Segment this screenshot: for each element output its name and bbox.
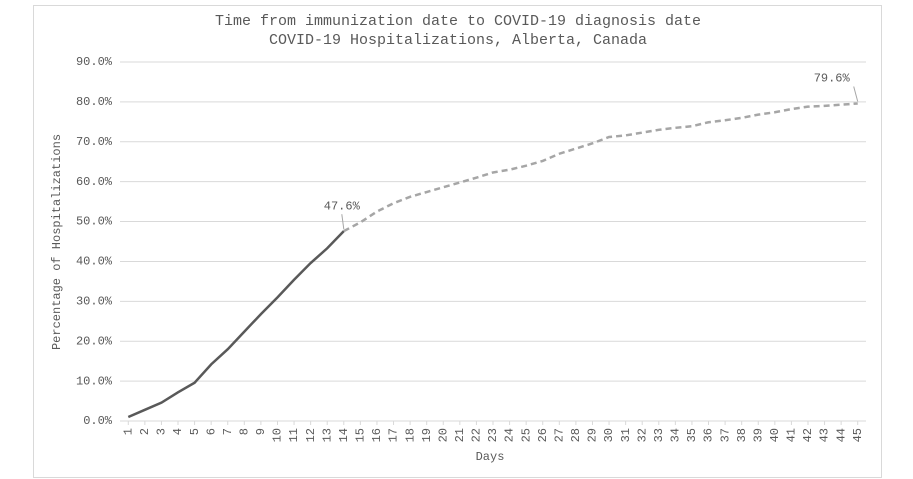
- x-tick-label: 40: [768, 428, 782, 442]
- x-tick-label: 1: [121, 428, 135, 435]
- y-tick-label: 60.0%: [76, 175, 113, 189]
- leader-line: [853, 86, 859, 102]
- x-tick-label: 22: [470, 428, 484, 442]
- x-tick-label: 31: [619, 428, 633, 442]
- x-tick-label: 5: [188, 428, 202, 435]
- chart-title: Time from immunization date to COVID-19 …: [215, 13, 701, 30]
- x-tick-label: 12: [304, 428, 318, 442]
- x-tick-label: 38: [735, 428, 749, 442]
- x-tick-label: 15: [354, 428, 368, 442]
- chart-subtitle: COVID-19 Hospitalizations, Alberta, Cana…: [269, 32, 647, 49]
- x-tick-label: 28: [569, 428, 583, 442]
- x-tick-label: 11: [287, 428, 301, 442]
- x-tick-label: 2: [138, 428, 152, 435]
- x-tick-label: 25: [519, 428, 533, 442]
- x-tick-label: 18: [403, 428, 417, 442]
- x-tick-label: 13: [320, 428, 334, 442]
- x-tick-label: 3: [155, 428, 169, 435]
- x-tick-label: 6: [204, 428, 218, 435]
- y-tick-label: 10.0%: [76, 374, 113, 388]
- x-tick-label: 7: [221, 428, 235, 435]
- x-tick-label: 16: [370, 428, 384, 442]
- x-tick-label: 26: [536, 428, 550, 442]
- chart-border: [33, 5, 882, 478]
- x-tick-label: 4: [171, 428, 185, 435]
- x-tick-label: 29: [586, 428, 600, 442]
- x-tick-label: 10: [271, 428, 285, 442]
- x-tick-label: 17: [387, 428, 401, 442]
- x-tick-label: 14: [337, 428, 351, 442]
- x-tick-label: 27: [552, 428, 566, 442]
- leader-line: [341, 214, 345, 230]
- x-tick-label: 42: [801, 428, 815, 442]
- x-tick-label: 21: [453, 428, 467, 442]
- x-tick-label: 19: [420, 428, 434, 442]
- y-tick-label: 30.0%: [76, 295, 113, 309]
- x-tick-label: 23: [486, 428, 500, 442]
- x-tick-label: 9: [254, 428, 268, 435]
- x-tick-label: 30: [602, 428, 616, 442]
- x-tick-label: 39: [751, 428, 765, 442]
- y-tick-label: 20.0%: [76, 334, 113, 348]
- x-tick-label: 37: [718, 428, 732, 442]
- series-line: [343, 102, 858, 233]
- data-label: 47.6%: [324, 199, 361, 213]
- x-tick-label: 32: [635, 428, 649, 442]
- x-tick-label: 8: [238, 428, 252, 435]
- x-tick-label: 36: [702, 428, 716, 442]
- x-tick-label: 43: [818, 428, 832, 442]
- y-tick-label: 40.0%: [76, 255, 113, 269]
- x-tick-label: 33: [652, 428, 666, 442]
- x-tick-label: 35: [685, 428, 699, 442]
- y-tick-label: 70.0%: [76, 135, 113, 149]
- y-tick-label: 90.0%: [76, 55, 113, 69]
- series-line: [127, 230, 345, 419]
- x-tick-label: 41: [785, 428, 799, 442]
- x-axis-label: Days: [476, 450, 505, 464]
- x-tick-label: 20: [436, 428, 450, 442]
- y-tick-label: 50.0%: [76, 215, 113, 229]
- x-tick-label: 24: [503, 428, 517, 442]
- data-label: 79.6%: [814, 72, 851, 86]
- y-axis-label: Percentage of Hospitalizations: [50, 134, 64, 350]
- x-tick-label: 45: [851, 428, 865, 442]
- x-tick-label: 34: [669, 428, 683, 442]
- y-tick-label: 80.0%: [76, 95, 113, 109]
- x-tick-label: 44: [834, 428, 848, 442]
- y-tick-label: 0.0%: [83, 414, 113, 428]
